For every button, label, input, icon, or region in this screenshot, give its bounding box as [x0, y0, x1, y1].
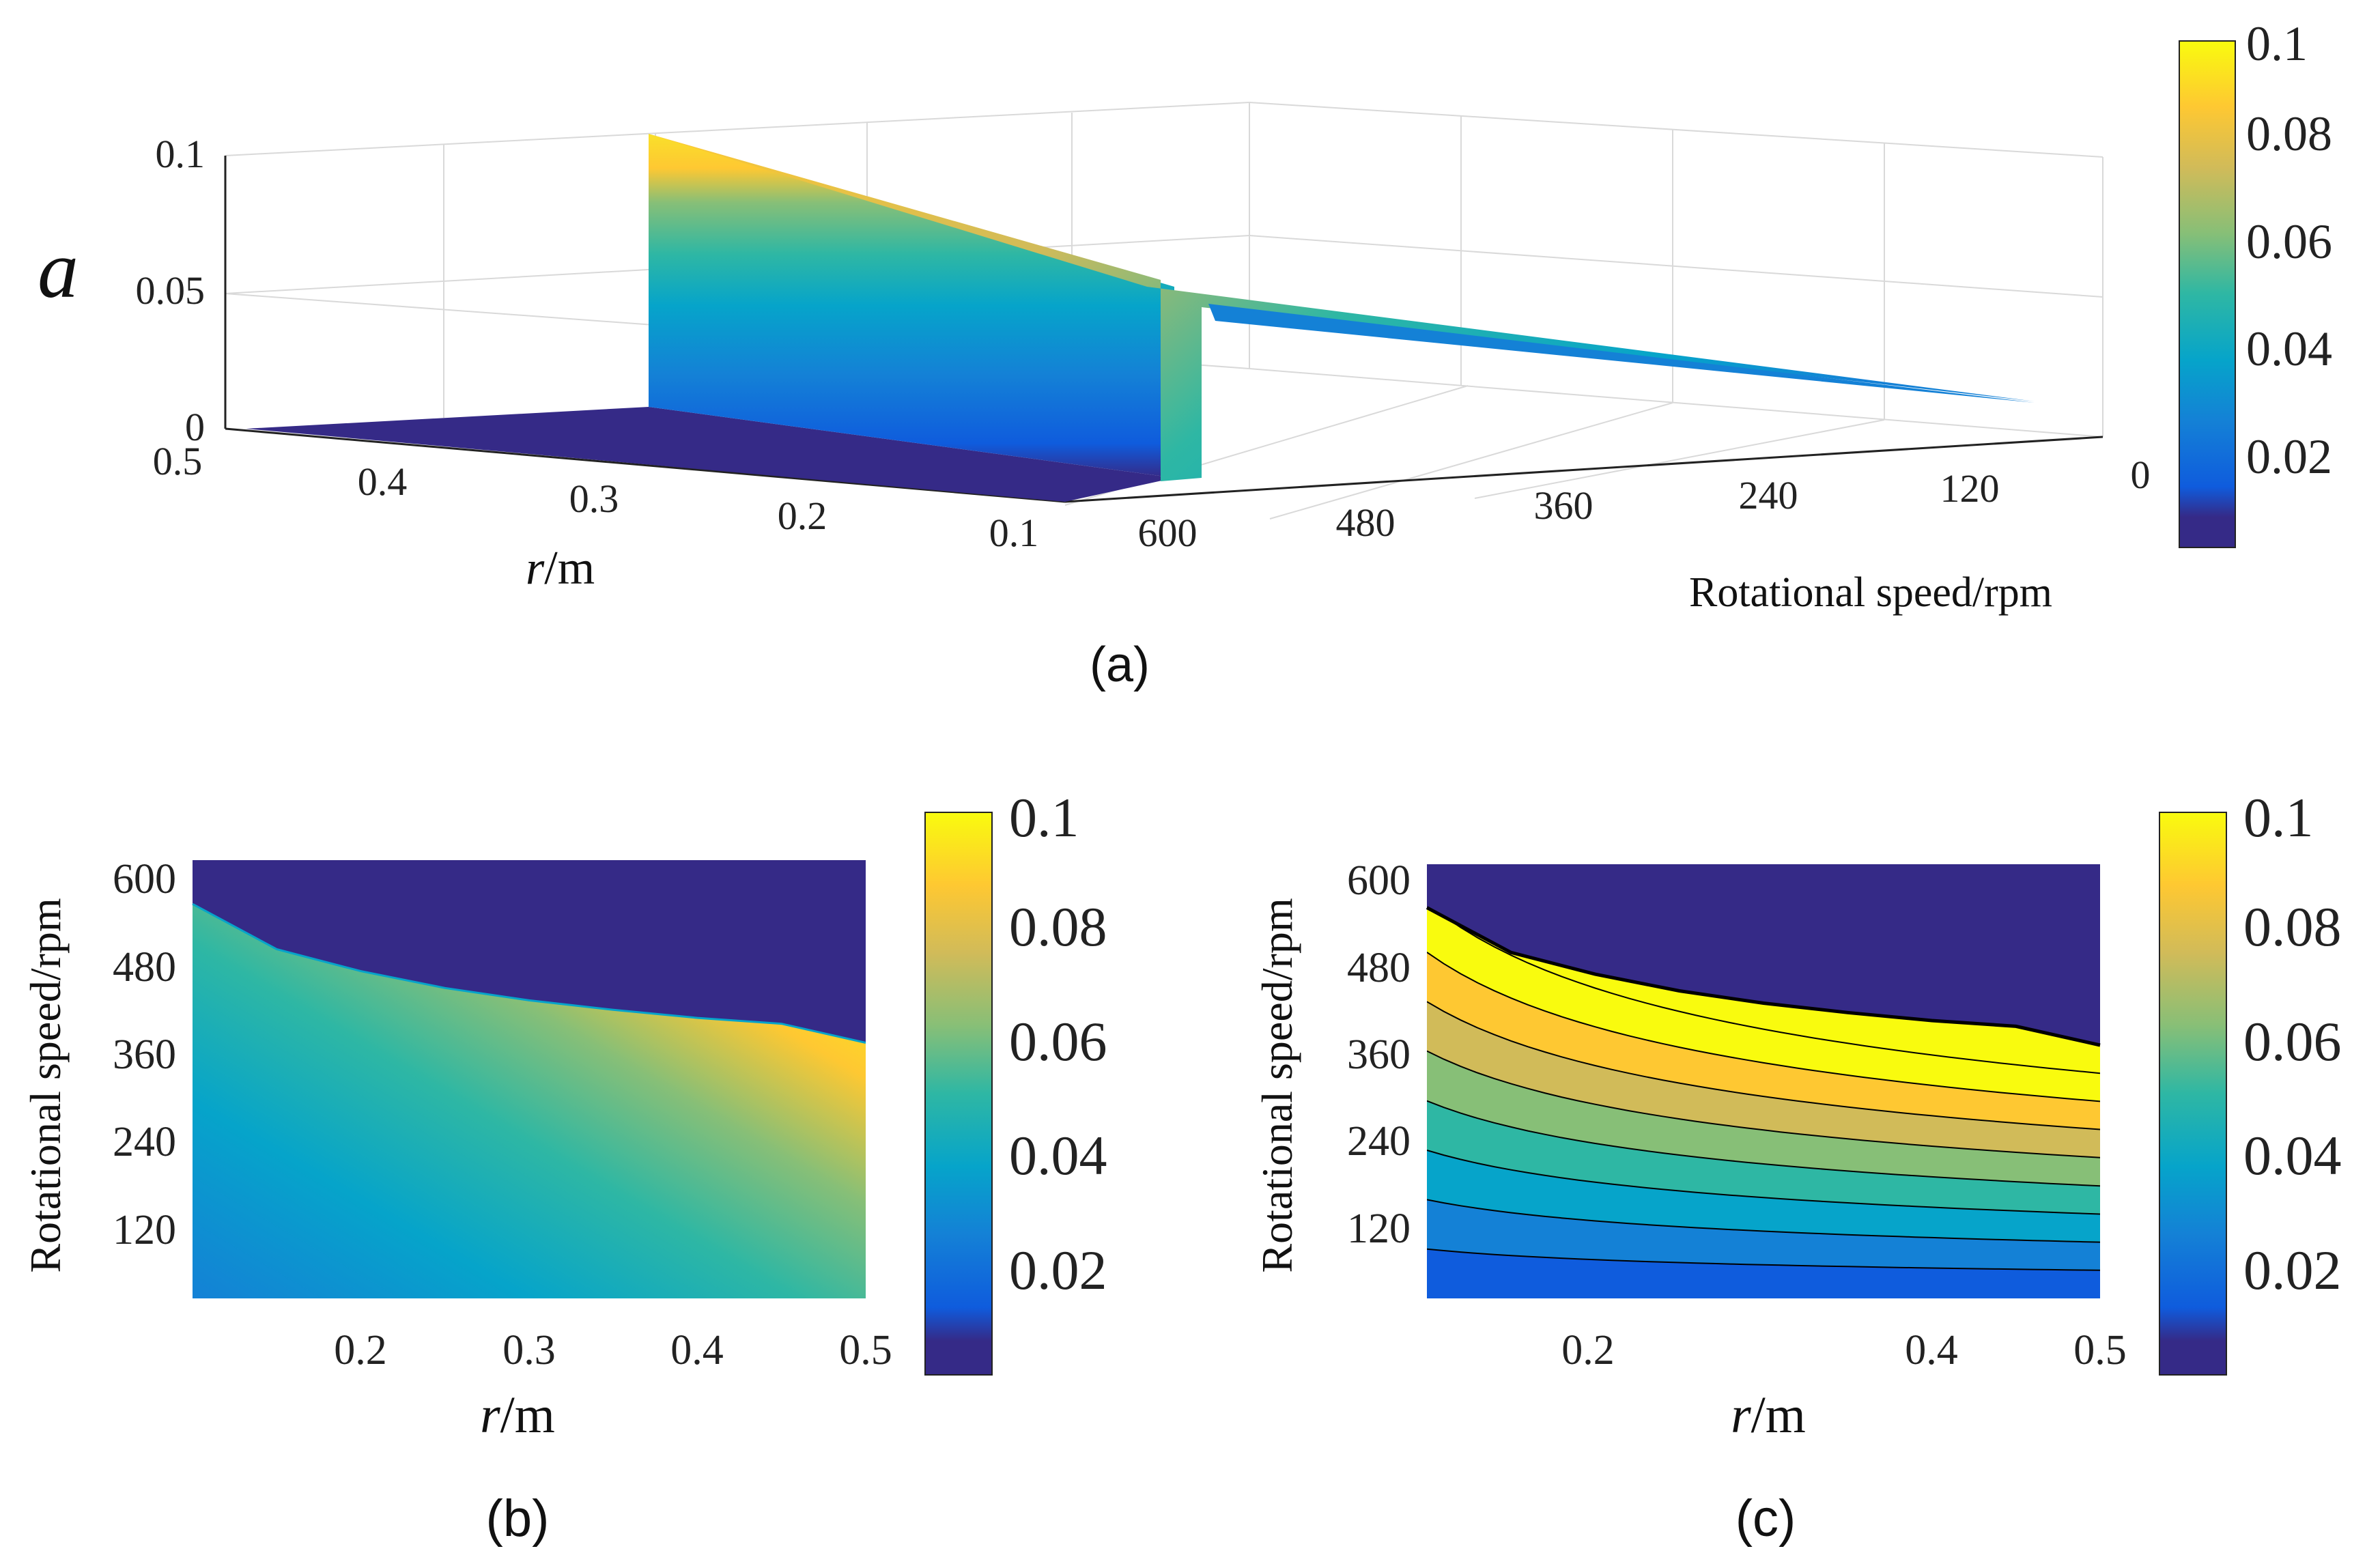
y-tick-2: 360 [1534, 483, 1593, 528]
x-tick-1: 0.4 [358, 459, 408, 504]
z-tick-2: 0.1 [156, 132, 206, 176]
c-y-tick-4: 600 [1347, 857, 1411, 904]
panel-b-colorbar: 0.02 0.04 0.06 0.08 0.1 [924, 786, 1107, 1376]
contour-line-6 [1427, 952, 2100, 1102]
panel-a-axes [224, 156, 2103, 503]
panel-c-x-ticks: 0.2 0.4 0.5 [1561, 1327, 2127, 1373]
z-tick-1: 0.05 [136, 268, 206, 313]
b-x-tick-1: 0.3 [502, 1327, 556, 1373]
cbar-c-tick-0: 0.02 [2243, 1239, 2342, 1301]
b-x-axis-label: r/m [480, 1386, 555, 1444]
cbar-a-tick-1: 0.04 [2246, 322, 2332, 376]
cbar-c-tick-4: 0.1 [2243, 786, 2314, 849]
z-axis-label: a [38, 224, 79, 315]
y-axis-label: Rotational speed/rpm [1689, 569, 2052, 616]
panel-c-contour: 120 240 360 480 600 0.2 0.4 0.5 r/m Rota… [1253, 786, 2342, 1548]
c-x-tick-1: 0.4 [1905, 1327, 1958, 1373]
contour-mask [1427, 864, 2100, 1045]
caption-c: (c) [1736, 1490, 1796, 1548]
cbar-b-tick-0: 0.02 [1009, 1239, 1107, 1301]
b-x-tick-3: 0.5 [839, 1327, 892, 1373]
contour-band-0 [1427, 1249, 2100, 1298]
c-y-tick-2: 360 [1347, 1031, 1411, 1078]
x-tick-0: 0.5 [153, 439, 203, 483]
panel-b-heatmap: 120 240 360 480 600 0.2 0.3 0.4 0.5 r/m … [21, 786, 1107, 1548]
b-y-tick-3: 480 [113, 944, 176, 991]
panel-a-y-ticks: 600 480 360 240 120 0 [1138, 453, 2151, 555]
contour-boundary [1426, 906, 2101, 1047]
x-tick-4: 0.1 [989, 511, 1039, 555]
cbar-a-tick-4: 0.1 [2246, 16, 2308, 71]
contour-line-2 [1427, 1150, 2100, 1215]
b-y-tick-4: 600 [113, 856, 176, 902]
z-tick-0: 0 [185, 405, 205, 449]
b-y-tick-0: 120 [113, 1207, 176, 1253]
panel-a-colorbar: 0.02 0.04 0.06 0.08 0.1 [2179, 16, 2332, 548]
c-x-tick-2: 0.5 [2073, 1327, 2127, 1373]
y-tick-5: 0 [2131, 453, 2151, 497]
c-x-axis-label: r/m [1731, 1386, 1806, 1444]
contour-bands [1427, 864, 2100, 1298]
panel-a-x-ticks: 0.5 0.4 0.3 0.2 0.1 [153, 439, 1039, 555]
y-tick-4: 120 [1940, 466, 2000, 511]
heatmap-boundary [192, 902, 866, 1044]
panel-c-y-ticks: 120 240 360 480 600 [1347, 857, 1411, 1252]
cbar-b-tick-2: 0.06 [1009, 1010, 1107, 1072]
c-y-tick-3: 480 [1347, 945, 1411, 991]
panel-a-z-ticks: 0 0.05 0.1 [136, 132, 206, 449]
b-x-tick-2: 0.4 [670, 1327, 724, 1373]
cbar-a-tick-3: 0.08 [2246, 106, 2332, 161]
y-tick-0: 600 [1138, 511, 1198, 555]
caption-a: (a) [1090, 638, 1150, 692]
cbar-b-tick-3: 0.08 [1009, 896, 1107, 958]
x-tick-2: 0.3 [569, 476, 619, 521]
panel-b-x-ticks: 0.2 0.3 0.4 0.5 [334, 1327, 892, 1373]
panel-b-y-ticks: 120 240 360 480 600 [113, 856, 176, 1253]
cbar-a-tick-0: 0.02 [2246, 429, 2332, 484]
surface-far-ridge [1208, 304, 2035, 403]
contour-line-0 [1427, 1248, 2100, 1271]
contour-line-1 [1427, 1199, 2100, 1243]
x-axis-label: r/m [526, 542, 595, 595]
contour-line-4 [1427, 1050, 2100, 1158]
cbar-b-tick-1: 0.04 [1009, 1124, 1107, 1186]
surface-floor [246, 407, 1174, 502]
caption-b: (b) [486, 1490, 550, 1548]
b-y-tick-2: 360 [113, 1031, 176, 1078]
c-y-tick-1: 240 [1347, 1118, 1411, 1165]
contour-line-3 [1427, 1100, 2100, 1187]
heatmap-region [193, 904, 866, 1298]
c-y-tick-0: 120 [1347, 1206, 1411, 1252]
b-y-axis-label: Rotational speed/rpm [21, 898, 70, 1272]
cbar-c-tick-2: 0.06 [2243, 1010, 2342, 1072]
b-y-tick-1: 240 [113, 1119, 176, 1165]
c-y-axis-label: Rotational speed/rpm [1253, 898, 1301, 1272]
cbar-b-tick-4: 0.1 [1009, 786, 1079, 849]
contour-line-7 [1427, 902, 2100, 1074]
contour-line-5 [1427, 1001, 2100, 1130]
y-tick-1: 480 [1336, 500, 1396, 545]
surface-wall [649, 134, 1174, 478]
cbar-a-tick-2: 0.06 [2246, 214, 2332, 269]
cbar-c-tick-1: 0.04 [2243, 1124, 2342, 1186]
x-tick-3: 0.2 [778, 494, 827, 538]
panel-a-3d-surface: 0 0.05 0.1 a 0.5 0.4 0.3 0.2 0.1 r/m 600… [38, 16, 2332, 692]
panel-a-grid [225, 102, 2103, 519]
c-x-tick-0: 0.2 [1561, 1327, 1615, 1373]
cbar-c-tick-3: 0.08 [2243, 896, 2342, 958]
b-x-tick-0: 0.2 [334, 1327, 387, 1373]
y-tick-3: 240 [1739, 473, 1798, 517]
panel-c-colorbar: 0.02 0.04 0.06 0.08 0.1 [2159, 786, 2342, 1376]
